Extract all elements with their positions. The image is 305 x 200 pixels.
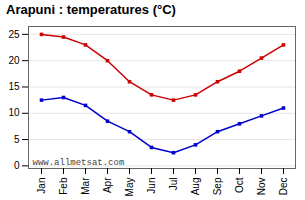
svg-text:Mar: Mar [80,177,91,195]
svg-text:Feb: Feb [58,177,69,195]
svg-text:Apr: Apr [102,177,113,193]
svg-text:10: 10 [8,107,20,118]
svg-text:15: 15 [8,81,20,92]
svg-text:www.allmetsat.com: www.allmetsat.com [33,158,125,168]
svg-text:Nov: Nov [256,178,267,196]
html-text:Arapuni : temperatures (°C): Arapuni : temperatures (°C) [6,2,176,17]
svg-text:Sep: Sep [212,177,223,195]
svg-text:May: May [124,178,135,197]
svg-text:25: 25 [8,29,20,40]
svg-text:20: 20 [8,55,20,66]
svg-text:0: 0 [14,160,20,171]
svg-text:Jul: Jul [168,178,179,191]
svg-text:Oct: Oct [234,177,245,193]
svg-text:Jan: Jan [36,178,47,194]
svg-text:Aug: Aug [190,178,201,196]
svg-text:Dec: Dec [278,178,289,196]
svg-text:5: 5 [14,134,20,145]
svg-text:Jun: Jun [146,178,157,194]
